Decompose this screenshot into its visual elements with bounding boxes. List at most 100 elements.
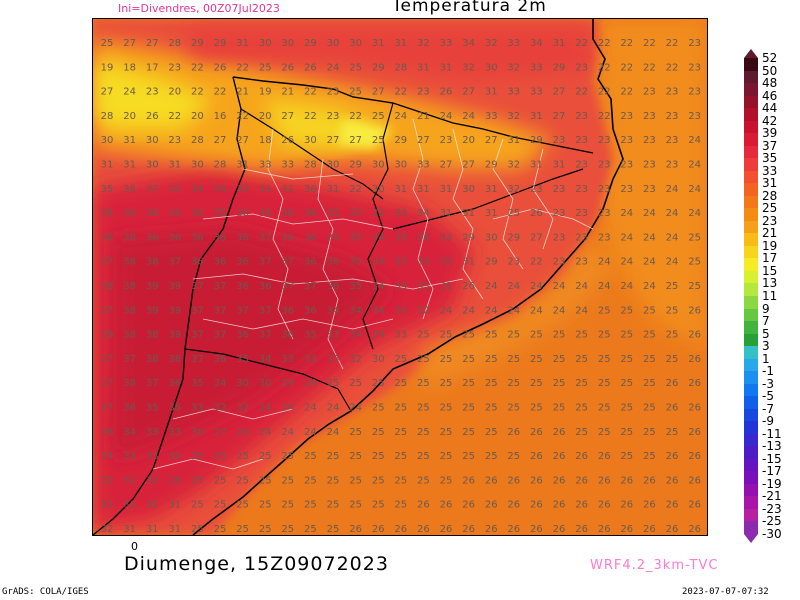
grid-temperature-value: 30 [327,38,340,49]
grid-temperature-value: 37 [259,257,272,268]
grid-temperature-value: 25 [440,354,453,365]
grid-temperature-value: 25 [485,403,498,414]
grid-temperature-value: 23 [598,135,611,146]
grid-temperature-value: 25 [417,378,430,389]
grid-temperature-value: 25 [281,451,294,462]
grid-temperature-value: 26 [507,500,520,511]
grid-temperature-value: 22 [349,111,362,122]
grid-temperature-value: 31 [440,281,453,292]
grid-temperature-value: 18 [123,62,136,73]
grid-temperature-value: 37 [101,305,114,316]
colorbar-segment [744,433,758,447]
grid-temperature-value: 26 [146,111,159,122]
grid-temperature-value: 37 [304,281,317,292]
grid-temperature-value: 19 [101,62,114,73]
grid-temperature-value: 31 [553,160,566,171]
grid-temperature-value: 23 [575,62,588,73]
colorbar-segment [744,371,758,385]
grid-temperature-value: 37 [191,305,204,316]
grid-temperature-value: 36 [214,354,227,365]
grid-temperature-value: 25 [440,378,453,389]
grid-temperature-value: 25 [349,451,362,462]
grid-temperature-value: 36 [236,257,249,268]
grid-temperature-value: 25 [281,500,294,511]
grid-temperature-value: 26 [688,305,701,316]
grid-temperature-value: 25 [462,354,475,365]
grid-temperature-value: 24 [666,257,679,268]
colorbar-segment [744,170,758,184]
grid-temperature-value: 25 [394,378,407,389]
grid-temperature-value: 30 [168,451,181,462]
grid-temperature-value: 36 [304,184,317,195]
grid-temperature-value: 33 [485,111,498,122]
grid-temperature-value: 23 [666,111,679,122]
grid-temperature-value: 31 [259,184,272,195]
grid-temperature-value: 20 [168,87,181,98]
grid-temperature-value: 26 [666,500,679,511]
grid-temperature-value: 25 [666,427,679,438]
grid-temperature-value: 23 [598,160,611,171]
grid-temperature-value: 36 [304,208,317,219]
colorbar-label: 39 [762,126,778,141]
grid-temperature-value: 22 [349,184,362,195]
grid-temperature-value: 33 [236,184,249,195]
grid-temperature-value: 26 [688,330,701,341]
grid-temperature-value: 25 [643,305,656,316]
grid-temperature-value: 25 [349,475,362,486]
grid-temperature-value: 26 [598,475,611,486]
colorbar-label: -3 [762,376,774,391]
grid-temperature-value: 25 [191,500,204,511]
temperature-values: 25 27 27 28 29 29 31 30 30 29 30 30 31 31 32 33 34 32 33 34… [101,38,701,535]
grid-temperature-value: 25 [236,500,249,511]
grid-temperature-value: 34 [191,184,204,195]
grid-temperature-value: 27 [372,87,385,98]
grid-temperature-value: 33 [507,87,520,98]
grid-temperature-value: 27 [327,135,340,146]
grid-temperature-value: 36 [236,232,249,243]
grid-temperature-value: 29 [214,38,227,49]
grid-temperature-value: 28 [304,160,317,171]
colorbar-segment [744,408,758,422]
grid-temperature-value: 39 [146,281,159,292]
grid-temperature-value: 26 [462,500,475,511]
grid-temperature-value: 25 [236,475,249,486]
grid-temperature-value: 22 [168,111,181,122]
grid-temperature-value: 31 [417,62,430,73]
colorbar-segment [744,83,758,97]
grid-temperature-value: 26 [575,451,588,462]
grid-temperature-value: 27 [485,135,498,146]
grid-temperature-value: 25 [259,500,272,511]
grid-temperature-value: 29 [372,62,385,73]
grid-temperature-value: 25 [620,354,633,365]
grid-temperature-value: 26 [553,500,566,511]
grid-temperature-value: 28 [168,475,181,486]
grid-temperature-value: 25 [440,427,453,438]
grid-temperature-value: 25 [349,87,362,98]
grid-temperature-value: 25 [530,378,543,389]
grid-temperature-value: 32 [440,257,453,268]
grid-temperature-value: 26 [688,451,701,462]
grid-temperature-value: 24 [304,378,317,389]
grid-temperature-value: 25 [259,524,272,535]
grid-temperature-value: 22 [530,257,543,268]
grid-temperature-value: 25 [327,475,340,486]
grid-temperature-value: 24 [575,281,588,292]
grid-temperature-value: 24 [643,257,656,268]
grid-temperature-value: 25 [327,378,340,389]
grid-temperature-value: 26 [620,500,633,511]
grid-temperature-value: 27 [123,38,136,49]
grid-temperature-value: 25 [598,354,611,365]
grid-temperature-value: 31 [485,87,498,98]
grid-temperature-value: 20 [462,135,475,146]
grid-temperature-value: 23 [598,208,611,219]
grid-temperature-value: 19 [259,87,272,98]
grid-temperature-value: 27 [462,87,475,98]
colorbar-label: -25 [762,514,782,529]
grid-temperature-value: 35 [146,403,159,414]
grid-temperature-value: 22 [598,38,611,49]
grid-temperature-value: 26 [688,500,701,511]
grid-temperature-value: 26 [214,62,227,73]
colorbar-segment [744,208,758,222]
grid-temperature-value: 22 [575,38,588,49]
temperature-map: 25 27 27 28 29 29 31 30 30 29 30 30 31 31 32 33 34 32 33 34… [92,18,708,536]
